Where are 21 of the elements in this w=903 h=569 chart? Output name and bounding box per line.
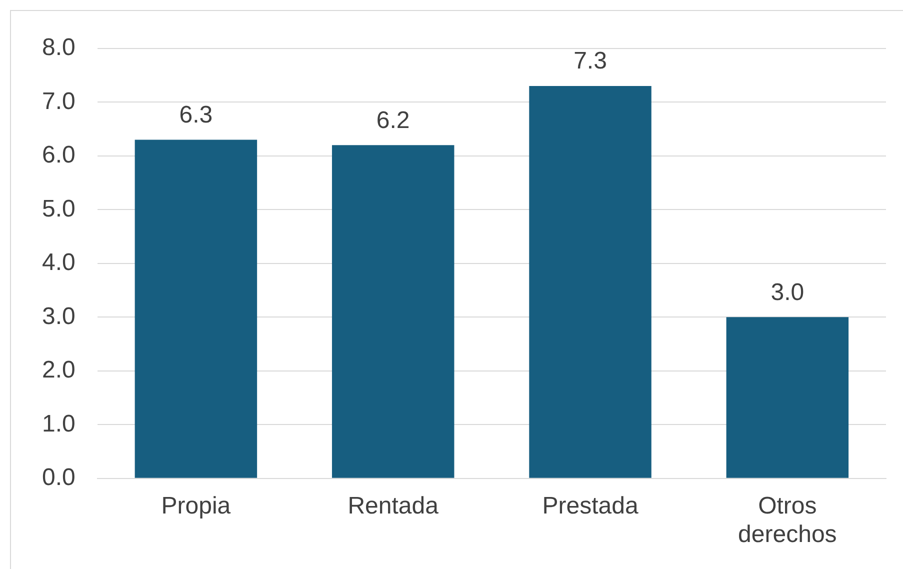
data-label: 6.2 xyxy=(376,106,410,134)
y-tick-label: 2.0 xyxy=(42,356,76,384)
data-label: 6.3 xyxy=(179,101,213,128)
y-tick-label: 7.0 xyxy=(42,88,76,115)
y-tick-label: 4.0 xyxy=(42,249,76,276)
y-tick-label: 8.0 xyxy=(42,34,76,62)
y-tick-label: 0.0 xyxy=(42,464,76,492)
bar xyxy=(134,140,258,478)
bar xyxy=(726,317,849,478)
y-tick-label: 6.0 xyxy=(42,142,76,169)
x-tick-label: Propia xyxy=(161,492,232,520)
x-tick-label: Rentada xyxy=(348,492,440,520)
bar xyxy=(529,86,652,478)
data-label: 7.3 xyxy=(574,48,607,75)
data-label: 3.0 xyxy=(770,278,804,306)
y-tick-label: 1.0 xyxy=(42,410,76,438)
y-tick-label: 3.0 xyxy=(42,302,76,330)
x-tick-label: Otros derechos xyxy=(738,492,837,548)
bar xyxy=(332,145,454,478)
y-tick-label: 5.0 xyxy=(42,195,76,222)
x-tick-label: Prestada xyxy=(542,492,639,520)
